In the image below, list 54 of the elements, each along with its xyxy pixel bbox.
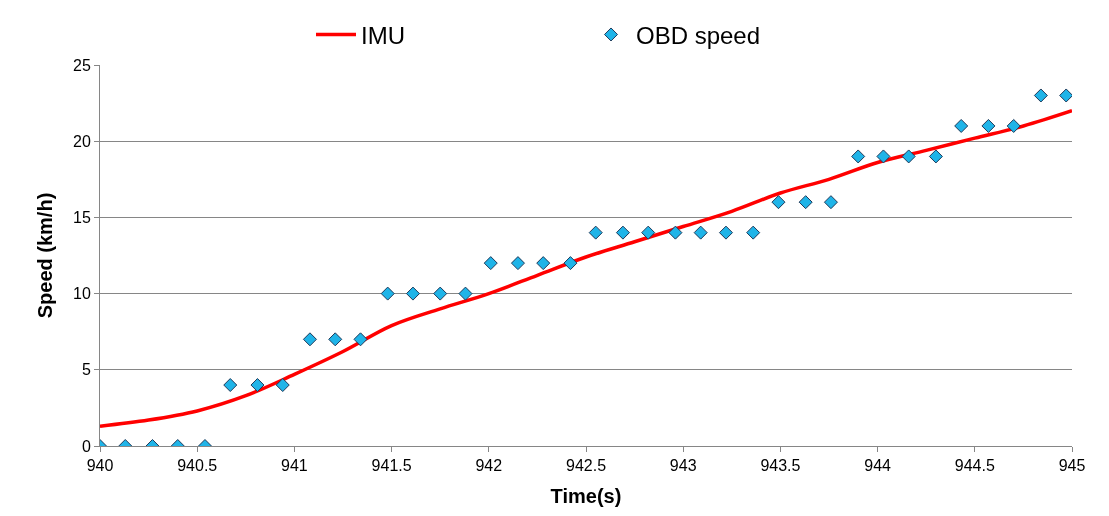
y-axis-title: Speed (km/h) xyxy=(33,192,56,319)
point xyxy=(483,256,498,271)
legend-label: OBD speed xyxy=(636,21,761,49)
point xyxy=(798,195,813,210)
y-tick-label: 15 xyxy=(73,209,91,226)
y-tick-label: 25 xyxy=(73,56,91,74)
point xyxy=(615,225,630,240)
point xyxy=(275,378,290,393)
point xyxy=(405,286,420,301)
x-tick-label: 942.5 xyxy=(565,457,607,475)
x-tick-label: 945 xyxy=(1058,457,1086,475)
point xyxy=(302,332,317,347)
point xyxy=(250,378,265,393)
y-tick-label: 20 xyxy=(73,132,91,150)
point xyxy=(771,195,786,210)
x-tick-label: 943.5 xyxy=(760,457,801,475)
x-tick-label: 940 xyxy=(86,457,114,475)
point xyxy=(563,256,578,271)
point xyxy=(1006,118,1021,133)
x-axis-title: Time(s) xyxy=(550,484,622,507)
point xyxy=(223,378,238,393)
x-tick-label: 941 xyxy=(281,457,308,475)
point xyxy=(693,225,708,240)
point xyxy=(353,332,368,347)
point xyxy=(1059,88,1072,103)
point xyxy=(668,225,683,240)
point xyxy=(510,256,525,271)
point xyxy=(536,256,551,271)
point xyxy=(718,225,733,240)
x-tick-label: 944.5 xyxy=(954,457,995,475)
point xyxy=(641,225,656,240)
x-tick-label: 943 xyxy=(669,457,697,475)
x-tick-label: 942 xyxy=(475,457,503,475)
y-tick-label: 10 xyxy=(73,285,91,303)
point xyxy=(954,118,969,133)
x-tick-label: 940.5 xyxy=(177,457,218,475)
point xyxy=(588,225,603,240)
y-tick-label: 5 xyxy=(81,361,91,379)
point xyxy=(901,149,916,164)
point xyxy=(981,118,996,133)
point xyxy=(746,225,761,240)
legend-label: IMU xyxy=(361,21,405,49)
point xyxy=(433,286,448,301)
point xyxy=(380,286,395,301)
x-tick-label: 944 xyxy=(864,457,892,475)
point xyxy=(851,149,866,164)
point xyxy=(458,286,473,301)
point xyxy=(876,149,891,164)
point xyxy=(928,149,943,164)
x-tick-label: 941.5 xyxy=(371,457,412,475)
point xyxy=(328,332,343,347)
point xyxy=(1033,88,1048,103)
y-tick-label: 0 xyxy=(81,437,91,455)
point xyxy=(823,195,838,210)
